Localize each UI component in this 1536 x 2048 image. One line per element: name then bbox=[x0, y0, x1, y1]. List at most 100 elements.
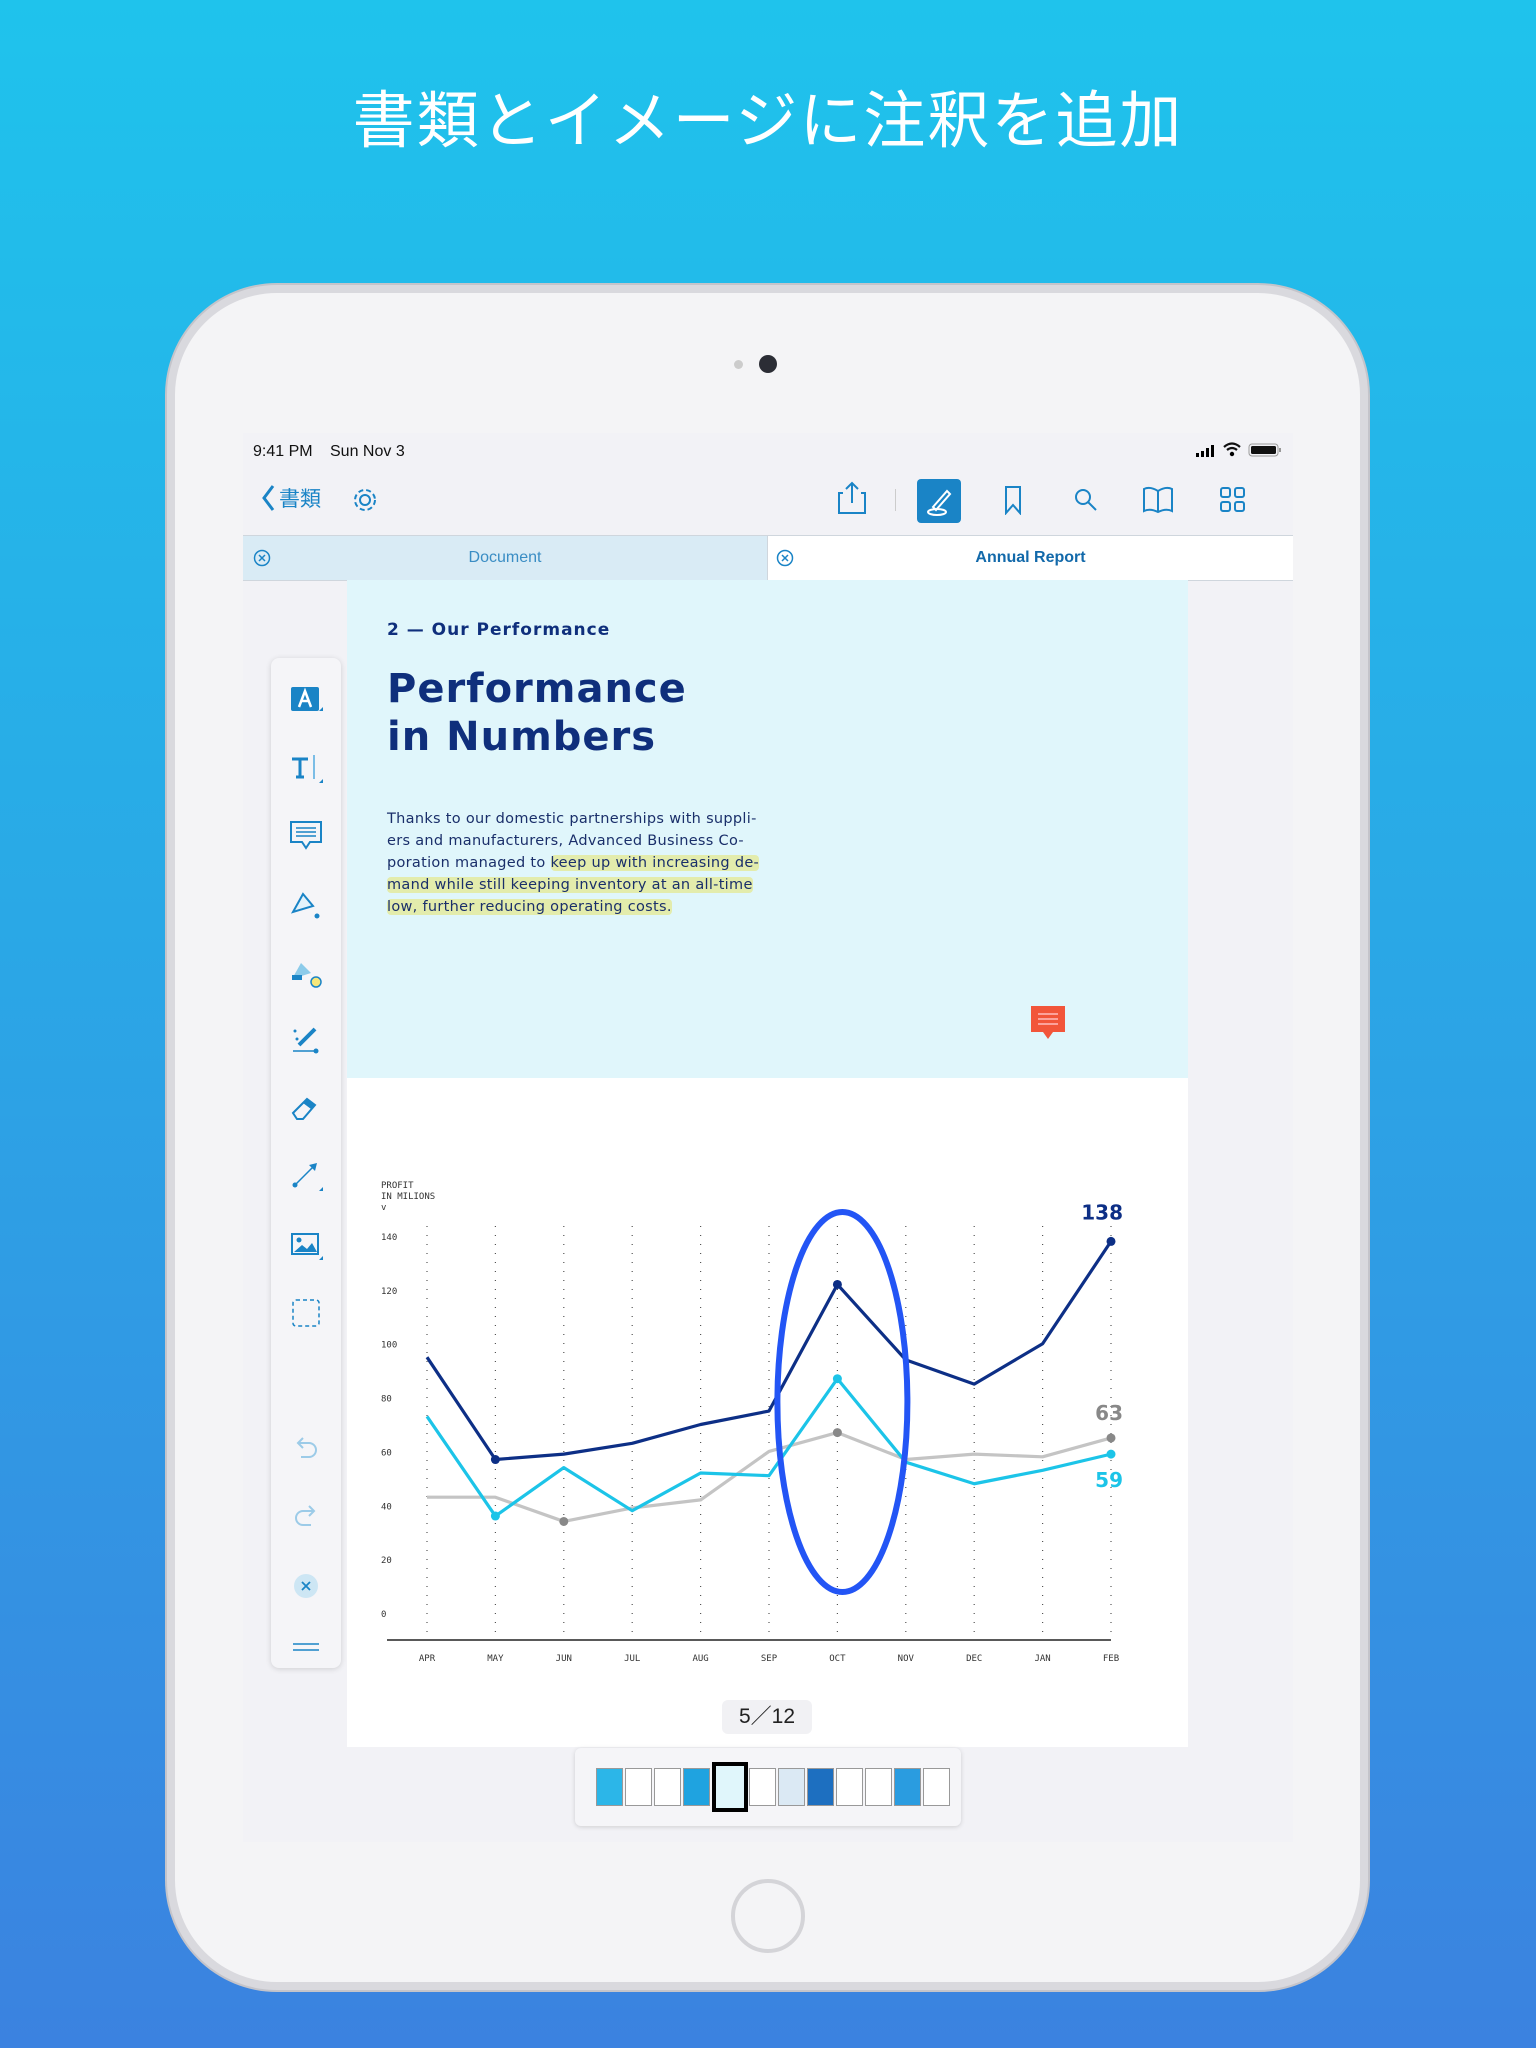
x-tick-label: FEB bbox=[1103, 1654, 1119, 1664]
end-value-label: 138 bbox=[1081, 1200, 1123, 1224]
close-toolbar-button[interactable] bbox=[281, 1561, 331, 1611]
free-text-icon bbox=[292, 755, 323, 783]
y-axis-label: PROFIT bbox=[381, 1181, 414, 1191]
y-tick-label: 60 bbox=[381, 1448, 392, 1458]
paragraph-line: ers and manufacturers, Advanced Business… bbox=[387, 833, 744, 849]
highlight-annotation[interactable]: keep up with increasing de- bbox=[550, 855, 760, 871]
page-thumbnail[interactable] bbox=[923, 1768, 950, 1806]
section-heading: 2 — Our Performance bbox=[387, 620, 611, 640]
page-thumbnail[interactable] bbox=[596, 1768, 623, 1806]
page-thumbnail[interactable] bbox=[654, 1768, 681, 1806]
battery-icon bbox=[1248, 443, 1282, 457]
divider bbox=[895, 489, 896, 511]
highlight-annotation[interactable]: low, further reducing operating costs. bbox=[387, 899, 672, 915]
paragraph-line: mand while still keeping inventory at an… bbox=[387, 874, 807, 896]
close-icon bbox=[294, 1574, 318, 1598]
home-button[interactable] bbox=[731, 1879, 805, 1953]
paragraph-line: Thanks to our domestic partnerships with… bbox=[387, 811, 757, 827]
data-point bbox=[1106, 1449, 1116, 1459]
page-thumbnail[interactable] bbox=[749, 1768, 776, 1806]
magic-ink-tool[interactable] bbox=[281, 1015, 331, 1065]
tab-label: Document bbox=[468, 549, 542, 566]
outline-book-icon[interactable] bbox=[1142, 485, 1174, 515]
tab-label: Annual Report bbox=[975, 549, 1086, 566]
y-tick-label: 140 bbox=[381, 1233, 397, 1243]
tab-document[interactable]: Document bbox=[243, 536, 768, 580]
magic-ink-icon bbox=[293, 1027, 319, 1054]
series-line bbox=[425, 1377, 1112, 1518]
x-tick-label: JUN bbox=[556, 1654, 572, 1664]
page-thumbnail[interactable] bbox=[865, 1768, 892, 1806]
note-tool[interactable] bbox=[281, 810, 331, 860]
close-tab-icon[interactable] bbox=[253, 549, 271, 567]
data-point bbox=[559, 1516, 569, 1526]
status-date: Sun Nov 3 bbox=[330, 443, 405, 460]
x-tick-label: OCT bbox=[829, 1654, 846, 1664]
x-tick-label: AUG bbox=[692, 1654, 708, 1664]
eraser-icon bbox=[291, 1097, 317, 1120]
y-axis-label: v bbox=[381, 1203, 386, 1213]
settings-gear-icon[interactable] bbox=[350, 485, 380, 515]
x-tick-label: JUL bbox=[624, 1654, 640, 1664]
data-point bbox=[832, 1279, 842, 1289]
drag-handle-icon bbox=[293, 1643, 319, 1651]
end-value-label: 63 bbox=[1095, 1401, 1123, 1425]
x-tick-label: JAN bbox=[1034, 1654, 1050, 1664]
close-tab-icon[interactable] bbox=[776, 549, 794, 567]
text-highlight-icon bbox=[291, 687, 323, 711]
wifi-icon bbox=[1223, 442, 1241, 457]
thumbnail-grid-icon[interactable] bbox=[1219, 486, 1247, 514]
undo-icon bbox=[296, 1437, 317, 1458]
annotate-button[interactable] bbox=[917, 479, 961, 523]
x-tick-label: DEC bbox=[966, 1654, 982, 1664]
page-thumbnail[interactable] bbox=[778, 1768, 805, 1806]
page-thumbnail[interactable] bbox=[712, 1762, 748, 1812]
page-counter: 5／12 bbox=[722, 1700, 812, 1734]
page-thumbnail[interactable] bbox=[836, 1768, 863, 1806]
camera bbox=[759, 355, 777, 373]
page-thumbnail[interactable] bbox=[625, 1768, 652, 1806]
headline: 書類とイメージに注釈を追加 bbox=[352, 84, 1184, 157]
series-line bbox=[427, 1430, 1112, 1524]
bookmark-icon[interactable] bbox=[1003, 485, 1023, 515]
paragraph-line: poration managed to keep up with increas… bbox=[387, 855, 760, 871]
page-title-line2: in Numbers bbox=[387, 714, 657, 760]
ink-pen-tool[interactable] bbox=[281, 878, 331, 928]
drag-handle[interactable] bbox=[281, 1622, 331, 1672]
y-tick-label: 0 bbox=[381, 1610, 386, 1620]
share-icon[interactable] bbox=[837, 481, 867, 515]
y-tick-label: 20 bbox=[381, 1556, 392, 1566]
page-thumbnail[interactable] bbox=[683, 1768, 710, 1806]
search-icon[interactable] bbox=[1073, 487, 1099, 513]
eraser-tool[interactable] bbox=[281, 1083, 331, 1133]
free-text-tool[interactable] bbox=[281, 743, 331, 793]
y-tick-label: 120 bbox=[381, 1287, 397, 1297]
arrow-line-tool[interactable] bbox=[281, 1151, 331, 1201]
back-button[interactable]: 書類 bbox=[261, 483, 321, 513]
page-thumbnail[interactable] bbox=[807, 1768, 834, 1806]
highlighter-tool[interactable] bbox=[281, 947, 331, 997]
note-icon bbox=[290, 821, 322, 850]
arrow-icon bbox=[292, 1163, 323, 1191]
data-point bbox=[832, 1374, 842, 1384]
screen: 9:41 PM Sun Nov 3 書類 Document Annual Rep… bbox=[243, 433, 1293, 1842]
redo-button[interactable] bbox=[281, 1491, 331, 1541]
highlighter-icon bbox=[292, 963, 322, 988]
y-tick-label: 80 bbox=[381, 1395, 392, 1405]
tab-annual-report[interactable]: Annual Report bbox=[768, 536, 1293, 580]
highlight-annotation[interactable]: mand while still keeping inventory at an… bbox=[387, 877, 753, 893]
annotation-toolbar bbox=[271, 658, 341, 1668]
x-tick-label: SEP bbox=[761, 1654, 778, 1664]
page-title-line1: Performance bbox=[387, 666, 687, 712]
undo-button[interactable] bbox=[281, 1423, 331, 1473]
thumbnail-strip bbox=[575, 1748, 961, 1826]
text-highlight-tool[interactable] bbox=[281, 675, 331, 725]
page-thumbnail[interactable] bbox=[894, 1768, 921, 1806]
end-value-label: 59 bbox=[1095, 1468, 1123, 1492]
image-tool[interactable] bbox=[281, 1220, 331, 1270]
y-tick-label: 100 bbox=[381, 1341, 397, 1351]
document-page[interactable]: 2 — Our Performance Performance in Numbe… bbox=[347, 580, 1188, 1747]
note-annotation-icon[interactable] bbox=[1029, 1004, 1067, 1042]
selection-tool[interactable] bbox=[281, 1288, 331, 1338]
